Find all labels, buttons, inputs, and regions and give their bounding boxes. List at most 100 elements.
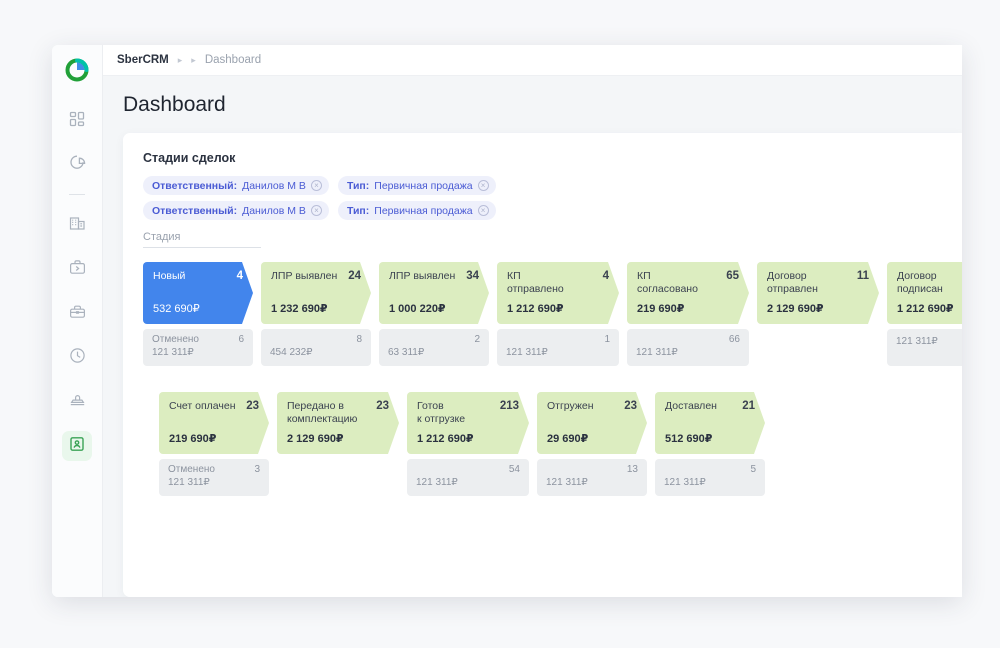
sidebar-divider — [69, 194, 85, 195]
stage-sub-sum: 454 232₽ — [270, 347, 313, 358]
sidebar-item-companies[interactable] — [62, 211, 92, 241]
stage-card-name: Новый — [153, 270, 186, 282]
building-icon — [69, 215, 86, 237]
stage-column: Передано в комплектацию 23 2 129 690₽ — [277, 392, 399, 496]
stage-card-header: Новый 4 — [153, 270, 243, 283]
filter-chip-remove-icon[interactable]: × — [477, 180, 489, 191]
stage-card[interactable]: Отгружен 23 29 690₽ — [537, 392, 647, 454]
breadcrumb: SberCRM ▸ ▸ Dashboard — [117, 54, 261, 66]
stage-card-name: ЛПР выявлен — [389, 270, 456, 282]
stage-card-header: ЛПР выявлен 34 — [389, 270, 479, 283]
stage-card[interactable]: КП отправлено 4 1 212 690₽ — [497, 262, 619, 324]
stage-card[interactable]: Новый 4 532 690₽ — [143, 262, 253, 324]
filter-chip[interactable]: Ответственный: Данилов М В × — [143, 201, 329, 220]
stage-card[interactable]: Договор отправлен 11 2 129 690₽ — [757, 262, 879, 324]
stage-sub-card[interactable]: 121 311₽ — [887, 329, 962, 366]
filter-chip-value: Первичная продажа — [374, 204, 473, 217]
stage-card-header: Счет оплачен 23 — [169, 400, 259, 413]
stage-card[interactable]: ЛПР выявлен 24 1 232 690₽ — [261, 262, 371, 324]
page-title: Dashboard — [123, 92, 226, 116]
deal-stages-panel: Стадии сделок Ответственный: Данилов М В ×… — [123, 133, 962, 597]
stage-card-sum: 219 690₽ — [637, 303, 685, 315]
stage-card-sum: 29 690₽ — [547, 433, 589, 445]
sidebar-item-deals[interactable] — [62, 255, 92, 285]
page-header: Dashboard — [103, 76, 962, 133]
stage-card-name: Отгружен — [547, 400, 594, 412]
stage-sub-header: 2 — [388, 334, 480, 345]
stages-board: Новый 4 532 690₽ Отменено 6 121 311₽ ЛПР выявл… — [143, 262, 962, 496]
stage-sub-card[interactable]: 54 121 311₽ — [407, 459, 529, 496]
dashboard-grid-icon — [69, 111, 85, 132]
stage-card[interactable]: Передано в комплектацию 23 2 129 690₽ — [277, 392, 399, 454]
stage-sub-header: 13 — [546, 464, 638, 475]
stage-card-name: Договор подписан — [897, 270, 943, 296]
stamp-icon — [69, 391, 86, 413]
filter-chip[interactable]: Тип: Первичная продажа × — [337, 176, 496, 195]
stage-sub-card[interactable]: 66 121 311₽ — [627, 329, 749, 366]
stage-sub-card[interactable]: 13 121 311₽ — [537, 459, 647, 496]
filter-chip-label: Ответственный: — [152, 204, 238, 217]
stage-card-count: 34 — [466, 270, 479, 282]
stage-sub-label: Отменено — [168, 464, 215, 475]
stage-card[interactable]: Договор подписан 1 212 690₽ — [887, 262, 962, 324]
stage-card-count: 213 — [499, 400, 519, 412]
filter-chip-remove-icon[interactable]: × — [477, 205, 489, 216]
stage-sub-count: 8 — [356, 334, 362, 345]
stage-card-name: Счет оплачен — [169, 400, 236, 412]
sidebar-item-analytics[interactable] — [62, 150, 92, 180]
stage-sub-card[interactable]: 5 121 311₽ — [655, 459, 765, 496]
sidebar-item-contacts[interactable] — [62, 431, 92, 461]
breadcrumb-current[interactable]: Dashboard — [204, 54, 262, 66]
stage-card-header: КП отправлено 4 — [507, 270, 609, 296]
stage-card-name: Договор отправлен — [767, 270, 818, 296]
stage-sub-card[interactable]: Отменено 6 121 311₽ — [143, 329, 253, 366]
stage-card-count: 21 — [742, 400, 755, 412]
sidebar-item-projects[interactable] — [62, 299, 92, 329]
sidebar-item-dashboard[interactable] — [62, 106, 92, 136]
breadcrumb-root[interactable]: SberCRM — [117, 54, 169, 66]
stage-sub-sum: 121 311₽ — [152, 347, 194, 358]
board-row: Счет оплачен 23 219 690₽ Отменено 3 121 311₽ П… — [143, 392, 962, 496]
stage-card-name: Готов к отгрузке — [417, 400, 466, 426]
filter-chip-remove-icon[interactable]: × — [310, 180, 322, 191]
stage-sub-card[interactable]: 1 121 311₽ — [497, 329, 619, 366]
stage-sub-card[interactable]: 2 63 311₽ — [379, 329, 489, 366]
stage-sub-sum: 121 311₽ — [896, 336, 938, 347]
stage-card-sum: 2 129 690₽ — [287, 433, 344, 445]
stage-column: Договор подписан 1 212 690₽ 121 311₽ — [887, 262, 962, 366]
sber-logo[interactable] — [64, 57, 90, 88]
sidebar-item-documents[interactable] — [62, 387, 92, 417]
stage-card-count: 11 — [856, 270, 869, 282]
filter-chips: Ответственный: Данилов М В × Тип: Первичная … — [143, 176, 962, 220]
stage-card-header: КП согласовано 65 — [637, 270, 739, 296]
id-card-icon — [69, 436, 85, 457]
stage-card-sum: 1 212 690₽ — [507, 303, 564, 315]
filter-chip-row: Ответственный: Данилов М В × Тип: Первичная … — [143, 176, 962, 195]
stage-card-header: Отгружен 23 — [547, 400, 637, 413]
stage-card[interactable]: Доставлен 21 512 690₽ — [655, 392, 765, 454]
filter-chip-label: Тип: — [346, 179, 370, 192]
stage-select[interactable]: Стадия — [143, 231, 261, 248]
content-area: Стадии сделок Ответственный: Данилов М В ×… — [103, 133, 962, 597]
stage-card-count: 23 — [376, 400, 389, 412]
stage-sub-card[interactable]: Отменено 3 121 311₽ — [159, 459, 269, 496]
filter-chip-label: Ответственный: — [152, 179, 238, 192]
stage-card-header: Договор отправлен 11 — [767, 270, 869, 296]
filter-chip[interactable]: Тип: Первичная продажа × — [337, 201, 496, 220]
stage-card-sum: 532 690₽ — [153, 303, 200, 315]
stage-card-name: КП согласовано — [637, 270, 698, 296]
sidebar-item-history[interactable] — [62, 343, 92, 373]
stage-card[interactable]: Счет оплачен 23 219 690₽ — [159, 392, 269, 454]
stage-card-sum: 1 212 690₽ — [897, 303, 954, 315]
stage-card[interactable]: КП согласовано 65 219 690₽ — [627, 262, 749, 324]
stage-sub-card[interactable]: 8 454 232₽ — [261, 329, 371, 366]
filter-chip-remove-icon[interactable]: × — [310, 205, 322, 216]
main-column: SberCRM ▸ ▸ Dashboard Dashboard Стадии с… — [103, 45, 962, 597]
stage-card-name: ЛПР выявлен — [271, 270, 338, 282]
filter-chip-value: Первичная продажа — [374, 179, 473, 192]
stage-sub-sum: 121 311₽ — [636, 347, 678, 358]
stage-card-header: Передано в комплектацию 23 — [287, 400, 389, 426]
filter-chip[interactable]: Ответственный: Данилов М В × — [143, 176, 329, 195]
stage-card[interactable]: Готов к отгрузке 213 1 212 690₽ — [407, 392, 529, 454]
stage-card[interactable]: ЛПР выявлен 34 1 000 220₽ — [379, 262, 489, 324]
